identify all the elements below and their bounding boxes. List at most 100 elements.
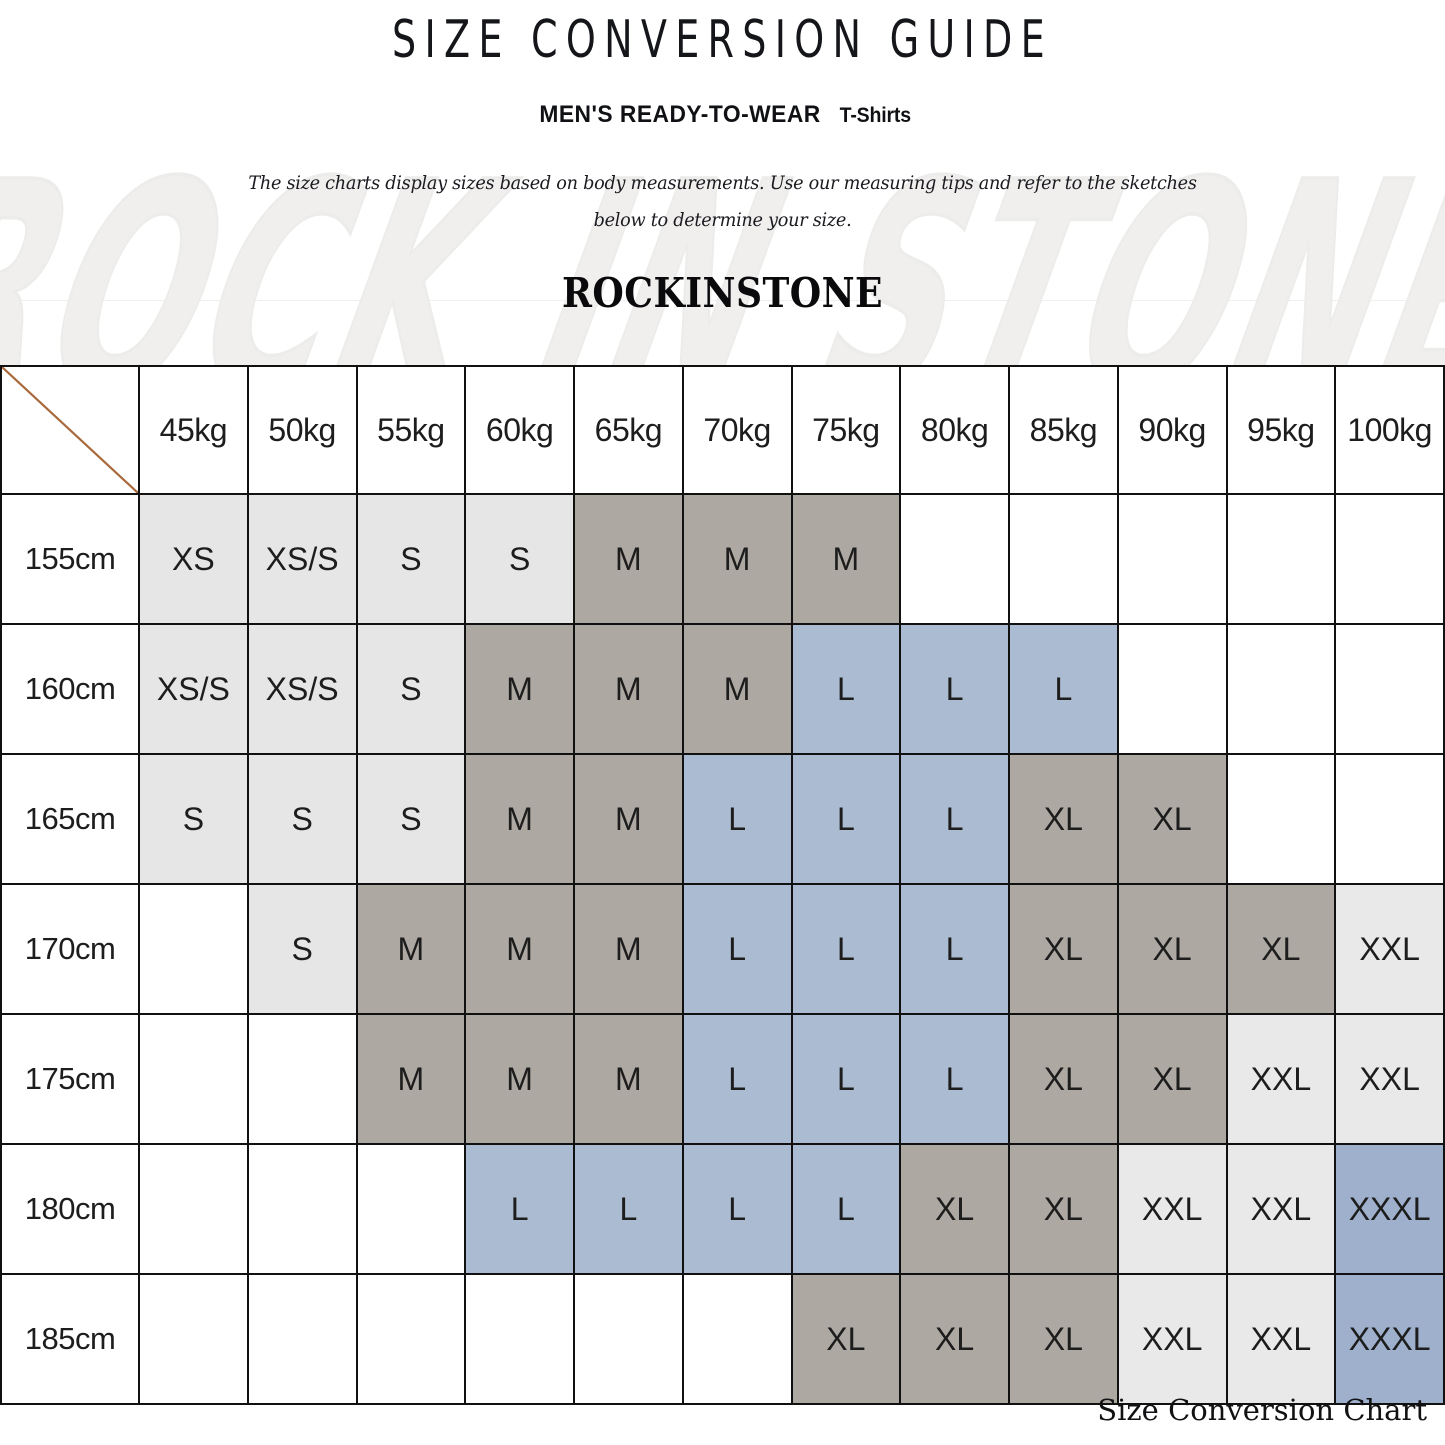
size-cell-165cm-90kg: XL (1116, 753, 1228, 885)
size-cell-155cm-100kg (1334, 493, 1445, 625)
size-cell-180cm-95kg: XXL (1225, 1143, 1337, 1275)
size-cell-185cm-85kg: XL (1008, 1273, 1119, 1405)
column-header-75kg: 75kg (790, 365, 902, 495)
size-cell-175cm-50kg (246, 1013, 358, 1145)
size-cell-155cm-50kg: XS/S (246, 493, 358, 625)
subtitle-product: T-Shirts (839, 103, 911, 127)
size-cell-155cm-95kg (1225, 493, 1337, 625)
size-cell-170cm-55kg: M (355, 883, 467, 1015)
size-cell-160cm-90kg (1116, 623, 1228, 755)
size-cell-175cm-85kg: XL (1008, 1013, 1119, 1145)
table-header-row: 45kg 50kg 55kg 60kg 65kg 70kg 75kg 80kg 85kg 90kg… (0, 365, 1445, 495)
size-cell-165cm-60kg: M (464, 753, 575, 885)
size-cell-185cm-100kg: XXXL (1334, 1273, 1445, 1405)
size-cell-155cm-80kg (899, 493, 1010, 625)
size-cell-170cm-100kg: XXL (1334, 883, 1445, 1015)
column-header-70kg: 70kg (681, 365, 793, 495)
size-cell-180cm-90kg: XXL (1116, 1143, 1228, 1275)
size-cell-160cm-55kg: S (355, 623, 467, 755)
table-body: 155cm XS XS/S S S M M M 160cm XS/S XS/S S M M M L L L 165c… (0, 493, 1445, 1405)
size-cell-170cm-70kg: L (681, 883, 793, 1015)
size-cell-185cm-65kg (573, 1273, 684, 1405)
table-row: 155cm XS XS/S S S M M M (0, 493, 1445, 625)
size-cell-185cm-70kg (681, 1273, 793, 1405)
size-cell-155cm-90kg (1116, 493, 1228, 625)
size-cell-160cm-65kg: M (573, 623, 684, 755)
size-cell-175cm-45kg (138, 1013, 249, 1145)
size-cell-180cm-70kg: L (681, 1143, 793, 1275)
size-cell-160cm-95kg (1225, 623, 1337, 755)
size-cell-160cm-50kg: XS/S (246, 623, 358, 755)
size-cell-175cm-65kg: M (573, 1013, 684, 1145)
footer-caption: Size Conversion Chart (1097, 1393, 1427, 1427)
column-header-80kg: 80kg (899, 365, 1010, 495)
column-header-100kg: 100kg (1334, 365, 1445, 495)
description-line-1: The size charts display sizes based on b… (248, 171, 1197, 194)
diagonal-divider-icon (3, 368, 137, 492)
size-cell-180cm-80kg: XL (899, 1143, 1010, 1275)
size-cell-165cm-100kg (1334, 753, 1445, 885)
column-header-60kg: 60kg (464, 365, 575, 495)
size-cell-160cm-60kg: M (464, 623, 575, 755)
size-cell-160cm-70kg: M (681, 623, 793, 755)
table-header: 45kg 50kg 55kg 60kg 65kg 70kg 75kg 80kg 85kg 90kg… (0, 365, 1445, 495)
column-header-95kg: 95kg (1225, 365, 1337, 495)
size-cell-165cm-55kg: S (355, 753, 467, 885)
size-cell-165cm-45kg: S (138, 753, 249, 885)
row-header-160cm: 160cm (0, 623, 140, 755)
size-cell-175cm-95kg: XXL (1225, 1013, 1337, 1145)
subtitle-row: MEN'S READY-TO-WEAR T-Shirts (0, 100, 1445, 128)
size-cell-175cm-100kg: XXL (1334, 1013, 1445, 1145)
size-cell-170cm-90kg: XL (1116, 883, 1228, 1015)
size-cell-170cm-85kg: XL (1008, 883, 1119, 1015)
size-cell-170cm-50kg: S (246, 883, 358, 1015)
row-header-180cm: 180cm (0, 1143, 140, 1275)
size-cell-155cm-60kg: S (464, 493, 575, 625)
size-cell-185cm-60kg (464, 1273, 575, 1405)
size-cell-180cm-55kg (355, 1143, 467, 1275)
description-text: The size charts display sizes based on b… (51, 165, 1395, 239)
size-cell-155cm-55kg: S (355, 493, 467, 625)
size-cell-155cm-85kg (1008, 493, 1119, 625)
subtitle-category: MEN'S READY-TO-WEAR (539, 100, 821, 128)
row-header-185cm: 185cm (0, 1273, 140, 1405)
size-cell-185cm-90kg: XXL (1116, 1273, 1228, 1405)
table-row: 170cm S M M M L L L XL XL XL XXL (0, 883, 1445, 1015)
size-cell-175cm-60kg: M (464, 1013, 575, 1145)
header-block: SIZE CONVERSION GUIDE MEN'S READY-TO-WEA… (0, 0, 1445, 317)
size-conversion-table: 45kg 50kg 55kg 60kg 65kg 70kg 75kg 80kg 85kg 90kg… (0, 365, 1445, 1405)
table-row: 165cm S S S M M L L L XL XL (0, 753, 1445, 885)
table-row: 180cm L L L L XL XL XXL XXL XXXL (0, 1143, 1445, 1275)
size-cell-175cm-90kg: XL (1116, 1013, 1228, 1145)
size-cell-170cm-80kg: L (899, 883, 1010, 1015)
brand-name: ROCKINSTONE (561, 268, 884, 317)
column-header-85kg: 85kg (1008, 365, 1119, 495)
size-cell-180cm-75kg: L (790, 1143, 902, 1275)
table-row: 185cm XL XL XL XXL XXL XXXL (0, 1273, 1445, 1405)
size-cell-165cm-70kg: L (681, 753, 793, 885)
size-cell-185cm-50kg (246, 1273, 358, 1405)
column-header-45kg: 45kg (138, 365, 249, 495)
size-cell-160cm-80kg: L (899, 623, 1010, 755)
column-header-90kg: 90kg (1116, 365, 1228, 495)
row-header-175cm: 175cm (0, 1013, 140, 1145)
table-row: 175cm M M M L L L XL XL XXL XXL (0, 1013, 1445, 1145)
size-cell-180cm-85kg: XL (1008, 1143, 1119, 1275)
size-cell-165cm-50kg: S (246, 753, 358, 885)
size-cell-165cm-80kg: L (899, 753, 1010, 885)
size-cell-165cm-65kg: M (573, 753, 684, 885)
size-cell-160cm-100kg (1334, 623, 1445, 755)
size-cell-185cm-45kg (138, 1273, 249, 1405)
row-header-170cm: 170cm (0, 883, 140, 1015)
size-cell-155cm-75kg: M (790, 493, 902, 625)
size-cell-185cm-55kg (355, 1273, 467, 1405)
size-cell-180cm-60kg: L (464, 1143, 575, 1275)
page-title: SIZE CONVERSION GUIDE (392, 8, 1053, 70)
size-cell-170cm-95kg: XL (1225, 883, 1337, 1015)
size-cell-170cm-75kg: L (790, 883, 902, 1015)
size-cell-160cm-45kg: XS/S (138, 623, 249, 755)
table-row: 160cm XS/S XS/S S M M M L L L (0, 623, 1445, 755)
size-cell-175cm-55kg: M (355, 1013, 467, 1145)
size-table-container: 45kg 50kg 55kg 60kg 65kg 70kg 75kg 80kg 85kg 90kg… (0, 365, 1445, 1405)
size-cell-155cm-70kg: M (681, 493, 793, 625)
